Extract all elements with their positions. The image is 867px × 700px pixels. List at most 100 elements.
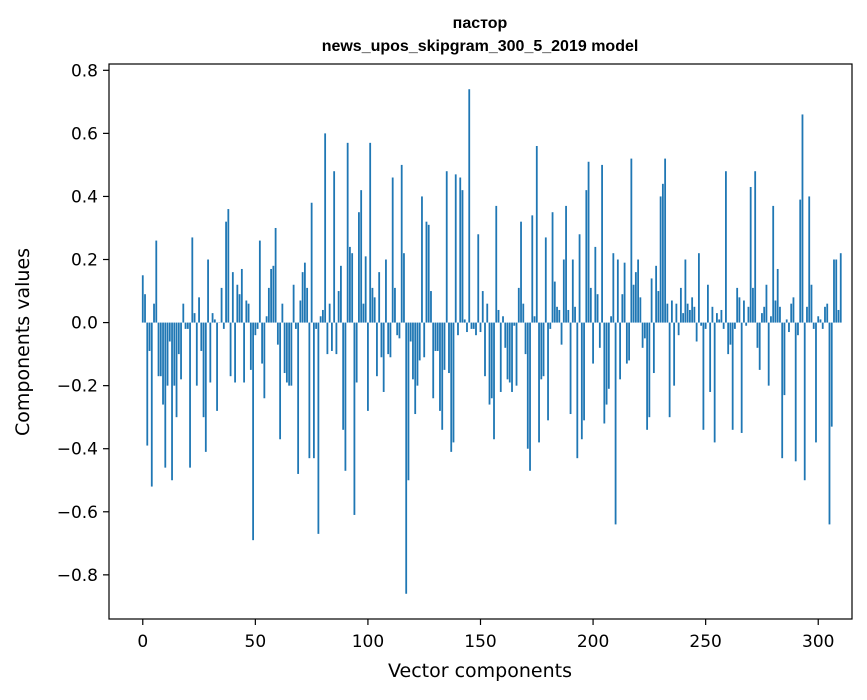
- bar-276: [763, 307, 765, 323]
- bar-85: [333, 171, 335, 322]
- bar-244: [691, 297, 693, 322]
- bar-191: [572, 260, 574, 323]
- bar-123: [419, 323, 421, 361]
- bar-109: [387, 323, 389, 355]
- bar-119: [410, 323, 412, 342]
- bar-172: [529, 323, 531, 471]
- bar-38: [227, 209, 229, 323]
- bar-196: [583, 323, 585, 421]
- bar-33: [216, 323, 218, 411]
- bar-80: [322, 310, 324, 323]
- bar-237: [675, 304, 677, 323]
- bar-214: [624, 263, 626, 323]
- bar-268: [745, 323, 747, 326]
- bar-13: [171, 323, 173, 481]
- bar-117: [405, 323, 407, 594]
- bar-131: [437, 323, 439, 351]
- bar-201: [594, 247, 596, 323]
- bar-234: [669, 323, 671, 418]
- bar-218: [633, 285, 635, 323]
- bar-77: [315, 323, 317, 329]
- bar-96: [358, 212, 360, 322]
- bar-217: [630, 159, 632, 323]
- bar-61: [279, 323, 281, 440]
- bar-256: [718, 319, 720, 322]
- bar-125: [423, 323, 425, 358]
- bar-190: [570, 323, 572, 414]
- bar-63: [284, 323, 286, 373]
- bar-186: [561, 323, 563, 345]
- bar-97: [360, 190, 362, 322]
- bar-227: [653, 323, 655, 373]
- bar-18: [182, 304, 184, 323]
- bar-173: [531, 215, 533, 322]
- bar-296: [808, 196, 810, 322]
- bar-194: [579, 234, 581, 322]
- bar-30: [209, 323, 211, 383]
- bar-225: [648, 323, 650, 418]
- bar-169: [522, 304, 524, 323]
- bar-189: [567, 310, 569, 323]
- bar-116: [403, 253, 405, 322]
- bar-76: [313, 323, 315, 459]
- bar-25: [198, 297, 200, 322]
- bar-129: [432, 323, 434, 399]
- x-tick-label: 0: [137, 632, 148, 652]
- bar-143: [464, 319, 466, 322]
- bar-166: [516, 323, 518, 386]
- bar-154: [489, 323, 491, 405]
- bar-303: [824, 307, 826, 323]
- bar-26: [200, 323, 202, 351]
- bar-28: [205, 323, 207, 452]
- bar-274: [759, 323, 761, 370]
- bar-130: [435, 323, 437, 351]
- bar-156: [493, 323, 495, 440]
- bar-44: [241, 269, 243, 323]
- bar-93: [351, 253, 353, 322]
- y-tick-label: 0.2: [71, 251, 98, 271]
- bar-250: [705, 323, 707, 329]
- y-tick-label: −0.4: [57, 440, 98, 460]
- bar-299: [815, 323, 817, 443]
- bar-55: [266, 316, 268, 322]
- bar-47: [248, 304, 250, 323]
- bar-221: [639, 297, 641, 322]
- bar-56: [268, 288, 270, 323]
- bar-258: [723, 323, 725, 329]
- bar-263: [734, 323, 736, 329]
- bar-229: [657, 291, 659, 323]
- bar-144: [466, 323, 468, 332]
- bar-43: [239, 294, 241, 322]
- bar-121: [414, 323, 416, 414]
- y-tick-label: 0.6: [71, 124, 98, 144]
- bar-304: [826, 304, 828, 323]
- bar-170: [525, 323, 527, 355]
- bar-288: [790, 304, 792, 323]
- bar-240: [682, 313, 684, 322]
- bar-180: [547, 323, 549, 421]
- bar-82: [327, 323, 329, 355]
- chart-title-line1: пастор: [453, 15, 508, 32]
- bar-4: [151, 323, 153, 487]
- x-tick-label: 150: [464, 632, 496, 652]
- bar-106: [381, 323, 383, 358]
- bar-49: [252, 323, 254, 541]
- bar-135: [446, 171, 448, 322]
- bar-75: [311, 203, 313, 323]
- bar-42: [236, 285, 238, 323]
- bar-64: [286, 323, 288, 383]
- bar-127: [428, 225, 430, 323]
- bar-39: [230, 323, 232, 377]
- bar-252: [709, 323, 711, 392]
- bar-0: [142, 275, 144, 322]
- bar-16: [178, 323, 180, 355]
- bar-86: [336, 323, 338, 355]
- bar-164: [511, 323, 513, 392]
- bar-89: [342, 323, 344, 430]
- bar-88: [340, 266, 342, 323]
- bar-248: [700, 323, 702, 326]
- bar-111: [392, 178, 394, 323]
- bar-160: [502, 316, 504, 322]
- bar-9: [162, 323, 164, 405]
